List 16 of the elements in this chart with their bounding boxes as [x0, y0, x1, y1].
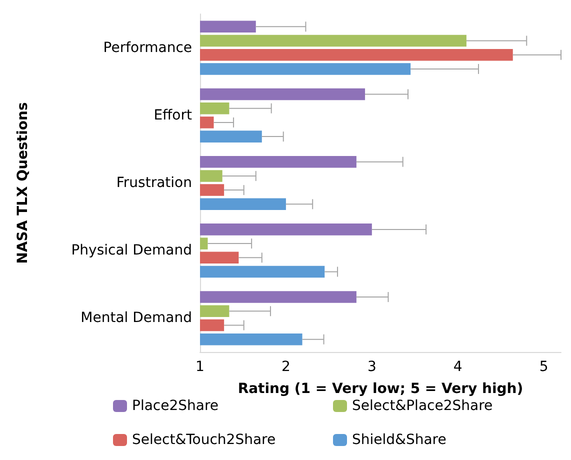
legend-label: Place2Share — [132, 398, 219, 414]
legend-label: Select&Touch2Share — [132, 432, 276, 448]
y-tick-label: Physical Demand — [71, 242, 192, 259]
x-tick-label: 5 — [539, 359, 548, 375]
y-tick-label: Effort — [154, 107, 192, 124]
y-axis-title: NASA TLX Questions — [15, 102, 31, 264]
y-tick-label: Performance — [103, 40, 192, 56]
legend-label: Shield&Share — [352, 432, 446, 448]
y-tick-label: Mental Demand — [80, 310, 192, 326]
legend-label: Select&Place2Share — [352, 398, 493, 414]
x-tick-label: 4 — [453, 359, 462, 375]
x-axis-title: Rating (1 = Very low; 5 = Very high) — [238, 381, 524, 397]
y-tick-label: Frustration — [116, 175, 192, 191]
x-tick-label: 3 — [367, 359, 376, 375]
x-tick-label: 1 — [196, 359, 204, 375]
x-tick-label: 2 — [281, 359, 290, 375]
